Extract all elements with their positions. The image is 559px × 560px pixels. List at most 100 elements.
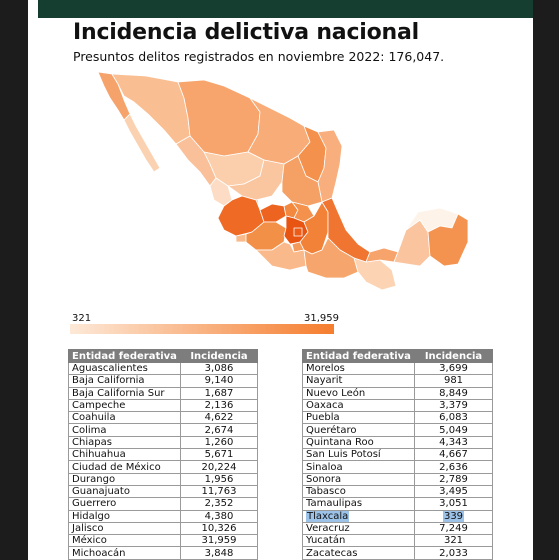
entity-cell: Sonora: [302, 472, 415, 486]
table-row: Guerrero 2,352: [68, 497, 258, 511]
entity-cell: Nuevo León: [302, 386, 415, 400]
entity-cell: Sinaloa: [302, 460, 415, 474]
entity-cell: Tlaxcala: [302, 509, 415, 523]
incidence-cell: 3,848: [180, 546, 258, 560]
table-row: México 31,959: [68, 534, 258, 548]
page-title: Incidencia delictiva nacional: [73, 20, 419, 45]
entity-cell: Colima: [68, 423, 181, 437]
table-row: Tamaulipas 3,051: [302, 497, 493, 511]
table-row: Chiapas 1,260: [68, 435, 258, 450]
map-region-guerrero: [255, 241, 307, 271]
entity-cell: Campeche: [68, 398, 181, 413]
map-region-guanajuato: [259, 203, 287, 223]
incidence-cell: 4,343: [414, 435, 493, 450]
table-row: Chihuahua 5,671: [68, 448, 258, 462]
mexico-choropleth-map: [97, 71, 469, 291]
table-row: Nayarit 981: [302, 374, 493, 388]
table-row: Jalisco 10,326: [68, 521, 258, 536]
table-row: Nuevo León 8,849: [302, 386, 493, 400]
entity-cell: Querétaro: [302, 423, 415, 437]
table-row: Yucatán 321: [302, 534, 493, 548]
table-row: Michoacán 3,848: [68, 546, 258, 560]
incidence-cell: 2,352: [180, 497, 258, 511]
table-header-row: Entidad federativa Incidencia: [68, 349, 258, 363]
legend-max-label: 31,959: [304, 313, 339, 324]
incidence-cell: 20,224: [180, 460, 258, 474]
incidence-table-right: Entidad federativa Incidencia Morelos 3,6…: [302, 349, 493, 560]
table-row: Zacatecas 2,033: [302, 546, 493, 560]
incidence-cell: 9,140: [180, 374, 258, 388]
entity-cell: San Luis Potosí: [302, 448, 415, 462]
map-region-baja-california-sur: [123, 113, 161, 173]
incidence-cell: 339: [414, 509, 493, 523]
incidence-table-left: Entidad federativa Incidencia Aguascalie…: [68, 349, 258, 560]
table-row: Baja California 9,140: [68, 374, 258, 388]
incidence-cell: 2,789: [414, 472, 493, 486]
page-subtitle: Presuntos delitos registrados en noviemb…: [73, 49, 445, 64]
incidence-cell: 321: [414, 534, 493, 548]
table-row: Campeche 2,136: [68, 398, 258, 413]
document-page: Incidencia delictiva nacional Presuntos …: [28, 0, 533, 560]
incidence-cell: 3,699: [414, 361, 493, 376]
entity-cell: Hidalgo: [68, 509, 181, 523]
incidence-cell: 3,495: [414, 484, 493, 499]
entity-cell: Nayarit: [302, 374, 415, 388]
incidence-cell: 2,033: [414, 546, 493, 560]
entity-cell: Baja California: [68, 374, 181, 388]
entity-cell: Quintana Roo: [302, 435, 415, 450]
legend-min-label: 321: [72, 313, 92, 324]
entity-cell: Oaxaca: [302, 398, 415, 413]
entity-cell: México: [68, 534, 181, 548]
incidence-cell: 1,687: [180, 386, 258, 400]
table-row: Querétaro 5,049: [302, 423, 493, 437]
incidence-cell: 2,136: [180, 398, 258, 413]
table-row: Puebla 6,083: [302, 411, 493, 425]
entity-cell: Guerrero: [68, 497, 181, 511]
table-row: Ciudad de México 20,224: [68, 460, 258, 474]
column-header-entity: Entidad federativa: [68, 349, 181, 363]
entity-cell: Durango: [68, 472, 181, 486]
table-row: Tabasco 3,495: [302, 484, 493, 499]
incidence-cell: 1,260: [180, 435, 258, 450]
entity-cell: Guanajuato: [68, 484, 181, 499]
table-row: Tlaxcala 339: [302, 509, 493, 523]
incidence-cell: 7,249: [414, 521, 493, 536]
table-row: Quintana Roo 4,343: [302, 435, 493, 450]
incidence-cell: 5,671: [180, 448, 258, 462]
table-row: Morelos 3,699: [302, 361, 493, 376]
incidence-cell: 4,667: [414, 448, 493, 462]
map-region-san-luis-potosi: [281, 155, 323, 207]
incidence-cell: 11,763: [180, 484, 258, 499]
incidence-cell: 3,086: [180, 361, 258, 376]
table-row: Baja California Sur 1,687: [68, 386, 258, 400]
table-header-row: Entidad federativa Incidencia: [302, 349, 493, 363]
entity-cell: Jalisco: [68, 521, 181, 536]
table-row: Veracruz 7,249: [302, 521, 493, 536]
incidence-cell: 4,622: [180, 411, 258, 425]
table-row: Oaxaca 3,379: [302, 398, 493, 413]
entity-cell: Yucatán: [302, 534, 415, 548]
table-row: Guanajuato 11,763: [68, 484, 258, 499]
entity-cell: Aguascalientes: [68, 361, 181, 376]
incidence-cell: 5,049: [414, 423, 493, 437]
incidence-cell: 3,379: [414, 398, 493, 413]
incidence-cell: 2,674: [180, 423, 258, 437]
incidence-cell: 8,849: [414, 386, 493, 400]
table-row: Sinaloa 2,636: [302, 460, 493, 474]
incidence-cell: 3,051: [414, 497, 493, 511]
incidence-cell: 1,956: [180, 472, 258, 486]
table-row: Aguascalientes 3,086: [68, 361, 258, 376]
incidence-cell: 981: [414, 374, 493, 388]
map-region-quintana-roo: [427, 213, 469, 267]
table-row: Hidalgo 4,380: [68, 509, 258, 523]
column-header-incidence: Incidencia: [414, 349, 493, 363]
entity-cell: Baja California Sur: [68, 386, 181, 400]
incidence-cell: 10,326: [180, 521, 258, 536]
header-bar: [38, 0, 533, 18]
map-region-chiapas: [353, 257, 397, 291]
table-row: Sonora 2,789: [302, 472, 493, 486]
entity-cell: Ciudad de México: [68, 460, 181, 474]
incidence-cell: 4,380: [180, 509, 258, 523]
table-row: Coahuila 4,622: [68, 411, 258, 425]
map-region-tabasco: [365, 247, 399, 263]
